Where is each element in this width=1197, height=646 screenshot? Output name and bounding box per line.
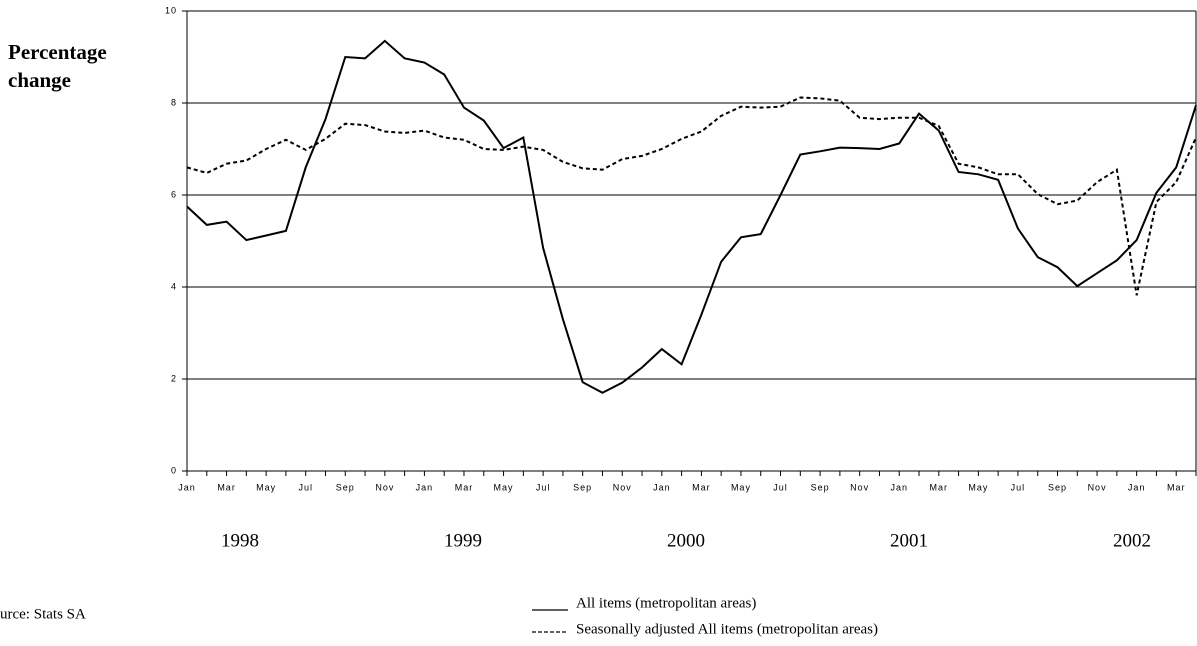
series-line [186, 96, 1197, 296]
y-tick-label: 2 [171, 373, 177, 383]
x-tick-label: Nov [1088, 482, 1107, 492]
y-axis-label: change [8, 68, 71, 92]
x-tick-label: Jan [1128, 482, 1146, 492]
x-tick-label: Sep [573, 482, 592, 492]
series-line [186, 39, 1197, 394]
x-tick-label: May [968, 482, 988, 492]
x-tick-label: Mar [455, 482, 474, 492]
x-tick-label: Sep [336, 482, 355, 492]
y-tick-label: 8 [171, 97, 177, 107]
y-tick-label: 0 [171, 465, 177, 475]
x-tick-label: Mar [1167, 482, 1186, 492]
x-tick-label: Sep [811, 482, 830, 492]
y-tick-label: 4 [171, 281, 177, 291]
x-tick-label: Jul [773, 482, 788, 492]
legend-label: All items (metropolitan areas) [576, 595, 756, 611]
x-tick-label: Jan [416, 482, 434, 492]
year-label: 2000 [667, 530, 705, 551]
x-tick-label: May [494, 482, 514, 492]
x-tick-label: May [731, 482, 751, 492]
legend-label: Seasonally adjusted All items (metropoli… [576, 621, 878, 637]
x-tick-label: Nov [375, 482, 394, 492]
x-tick-label: Sep [1048, 482, 1067, 492]
x-tick-label: Jul [1011, 482, 1026, 492]
x-tick-label: Jul [536, 482, 551, 492]
year-label: 2002 [1113, 530, 1151, 551]
year-label: 1998 [221, 530, 259, 551]
x-tick-label: Mar [692, 482, 711, 492]
y-tick-label: 6 [171, 189, 177, 199]
x-tick-label: Jan [653, 482, 671, 492]
x-tick-label: Mar [930, 482, 949, 492]
y-tick-label: 10 [165, 5, 177, 15]
y-axis-label: Percentage [8, 40, 107, 64]
year-label: 1999 [444, 530, 482, 551]
x-tick-label: Jan [178, 482, 196, 492]
x-tick-label: Nov [613, 482, 632, 492]
x-tick-label: Nov [850, 482, 869, 492]
x-tick-label: May [256, 482, 276, 492]
year-label: 2001 [890, 530, 928, 551]
x-tick-label: Jan [890, 482, 908, 492]
source-note: urce: Stats SA [0, 606, 86, 622]
x-tick-label: Jul [298, 482, 313, 492]
x-tick-label: Mar [217, 482, 236, 492]
